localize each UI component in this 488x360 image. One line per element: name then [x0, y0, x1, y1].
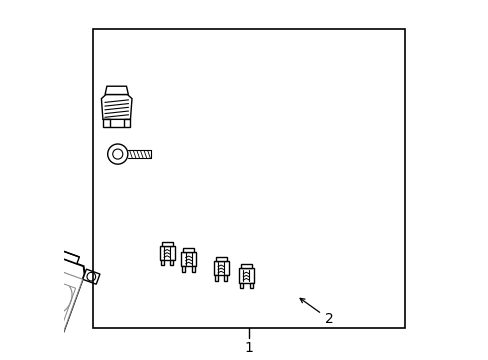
Polygon shape — [241, 265, 251, 268]
Polygon shape — [40, 271, 82, 332]
Polygon shape — [102, 119, 109, 127]
Polygon shape — [215, 257, 226, 261]
Text: 2: 2 — [324, 312, 333, 325]
Polygon shape — [181, 252, 196, 266]
Polygon shape — [0, 245, 59, 323]
Polygon shape — [105, 86, 128, 94]
Polygon shape — [224, 275, 227, 280]
Polygon shape — [238, 268, 253, 283]
Polygon shape — [192, 266, 195, 271]
Polygon shape — [82, 269, 100, 284]
Polygon shape — [10, 321, 25, 334]
Polygon shape — [214, 275, 217, 280]
Polygon shape — [249, 283, 252, 288]
Bar — [93, 29, 404, 328]
Polygon shape — [183, 248, 194, 252]
Polygon shape — [4, 262, 42, 309]
Polygon shape — [46, 282, 76, 322]
Circle shape — [113, 149, 122, 159]
Polygon shape — [182, 266, 185, 271]
Polygon shape — [0, 251, 8, 297]
Polygon shape — [0, 217, 84, 337]
Polygon shape — [159, 246, 174, 260]
Polygon shape — [240, 283, 243, 288]
Circle shape — [107, 144, 127, 164]
Polygon shape — [123, 119, 130, 127]
Polygon shape — [161, 260, 163, 265]
Polygon shape — [213, 261, 228, 275]
Polygon shape — [101, 94, 132, 119]
Polygon shape — [170, 260, 173, 265]
Circle shape — [87, 273, 96, 281]
Polygon shape — [0, 216, 79, 264]
Polygon shape — [162, 242, 172, 246]
Text: 1: 1 — [244, 342, 253, 355]
